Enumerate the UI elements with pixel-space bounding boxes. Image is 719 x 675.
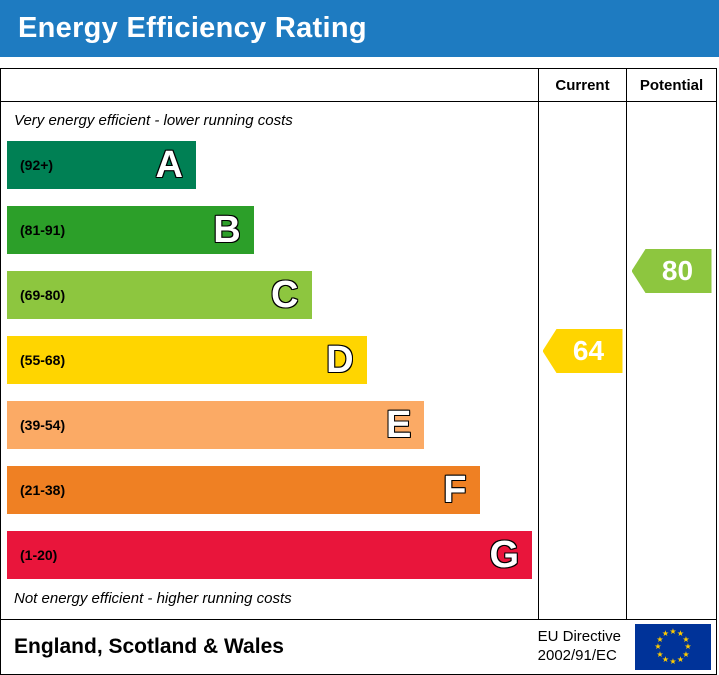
footer: England, Scotland & Wales EU Directive 2… xyxy=(1,619,716,674)
eu-flag-star: ★ xyxy=(684,642,692,651)
band-letter: A xyxy=(155,144,183,186)
energy-rating-chart: Current Potential Very energy efficient … xyxy=(1,69,716,619)
eu-flag-star: ★ xyxy=(661,629,670,638)
eu-directive-line2: 2002/91/EC xyxy=(537,647,617,664)
band-bar-b: (81-91) B xyxy=(7,206,254,254)
band-row-d: (55-68) D xyxy=(7,336,532,401)
eu-flag-star: ★ xyxy=(669,657,677,666)
bands-area: Very energy efficient - lower running co… xyxy=(1,102,538,619)
band-range-label: (55-68) xyxy=(20,352,66,368)
title-banner: Energy Efficiency Rating xyxy=(0,0,719,57)
band-bar-g: (1-20) G xyxy=(7,531,532,579)
eu-flag-star: ★ xyxy=(654,642,662,651)
bottom-note: Not energy efficient - higher running co… xyxy=(14,590,292,607)
band-row-a: (92+) A xyxy=(7,141,532,206)
band-row-g: (1-20) G xyxy=(7,531,532,596)
eu-flag-star: ★ xyxy=(656,634,664,644)
band-letter: D xyxy=(326,339,354,381)
eu-directive-line1: EU Directive xyxy=(537,628,621,646)
page-title: Energy Efficiency Rating xyxy=(18,12,367,44)
eu-flag-star: ★ xyxy=(661,655,670,664)
rating-bands: (92+) A (81-91) B (69-80) C (55-68) D (39-54) E (2… xyxy=(7,141,532,596)
band-letter: E xyxy=(386,404,412,446)
main-column-header xyxy=(1,69,538,102)
band-row-c: (69-80) C xyxy=(7,271,532,336)
band-bar-c: (69-80) C xyxy=(7,271,312,319)
band-letter: G xyxy=(489,534,519,576)
eu-flag-star: ★ xyxy=(656,649,664,659)
chart-frame: Current Potential Very energy efficient … xyxy=(0,68,717,675)
band-bar-e: (39-54) E xyxy=(7,401,425,449)
band-bar-a: (92+) A xyxy=(7,141,196,189)
eu-flag-star: ★ xyxy=(676,655,685,664)
band-letter: F xyxy=(443,469,467,511)
band-letter: B xyxy=(213,209,241,251)
current-column-header: Current xyxy=(538,69,626,102)
band-range-label: (21-38) xyxy=(20,482,66,498)
eu-flag-star: ★ xyxy=(676,629,685,638)
eu-flag-star: ★ xyxy=(682,634,690,644)
band-letter: C xyxy=(271,274,299,316)
band-row-b: (81-91) B xyxy=(7,206,532,271)
eu-flag-star: ★ xyxy=(669,627,677,636)
eu-flag: ★ ★ ★ ★ ★ ★ ★ ★ ★ ★ ★ ★ xyxy=(635,624,711,670)
eu-directive-label: EU Directive 2002/91/EC xyxy=(538,628,621,666)
band-range-label: (92+) xyxy=(20,157,54,173)
potential-column-header: Potential xyxy=(626,69,716,102)
potential-rating-tag: 80 xyxy=(631,249,712,293)
band-row-f: (21-38) F xyxy=(7,466,532,531)
band-range-label: (81-91) xyxy=(20,222,66,238)
band-range-label: (1-20) xyxy=(20,547,58,563)
band-range-label: (69-80) xyxy=(20,287,66,303)
band-bar-d: (55-68) D xyxy=(7,336,367,384)
region-label: England, Scotland & Wales xyxy=(14,635,284,658)
band-range-label: (39-54) xyxy=(20,417,66,433)
eu-flag-star: ★ xyxy=(682,649,690,659)
current-column: 64 xyxy=(538,102,626,619)
top-note: Very energy efficient - lower running co… xyxy=(14,112,293,129)
band-row-e: (39-54) E xyxy=(7,401,532,466)
band-bar-f: (21-38) F xyxy=(7,466,480,514)
current-rating-tag: 64 xyxy=(542,329,623,373)
potential-column: 80 xyxy=(626,102,716,619)
